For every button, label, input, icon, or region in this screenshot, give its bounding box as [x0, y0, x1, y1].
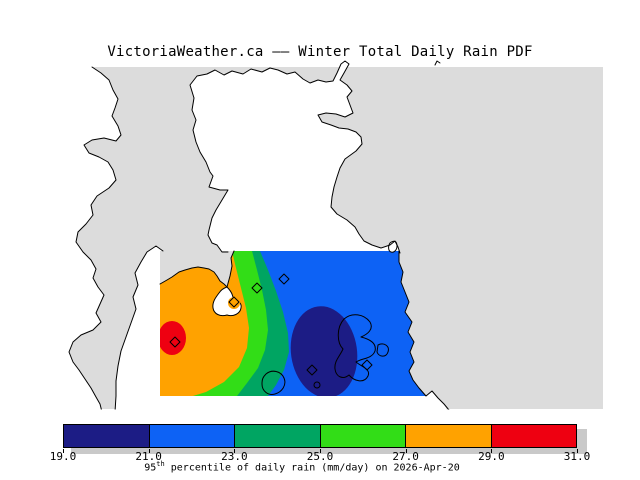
- peninsula-coastline: [189, 60, 401, 254]
- caption-text: percentile of daily rain (mm/day) on 202…: [164, 462, 460, 474]
- west-coastline: [68, 66, 122, 410]
- colorbar-caption: 95th percentile of daily rain (mm/day) o…: [0, 460, 604, 473]
- colorbar-segment: [64, 425, 150, 447]
- inlet-east-bank-coastline: [114, 245, 164, 410]
- station-diamond-marker: [251, 282, 263, 294]
- east-water-region: [399, 251, 450, 410]
- colorbar-tick: [577, 449, 578, 453]
- contour-fill-bands: [160, 251, 450, 396]
- station-diamond-marker: [228, 296, 240, 308]
- harbour-water-region: [160, 251, 234, 287]
- colorbar-tick-label: 25.0: [306, 450, 334, 463]
- coastline: [68, 60, 450, 412]
- caption-superscript: th: [156, 460, 165, 468]
- colorbar-tick-label: 31.0: [563, 450, 591, 463]
- station-diamond-marker: [169, 336, 181, 348]
- colorbar-tick-label: 29.0: [478, 450, 505, 463]
- east-coastline: [398, 250, 450, 410]
- contour-core-high-red: [160, 321, 186, 355]
- colorbar-tick-label: 19.0: [49, 450, 77, 463]
- station-markers: [169, 273, 373, 376]
- island-outline-tiny: [313, 381, 321, 389]
- island-outline-small-west: [261, 370, 286, 395]
- colorbar: [63, 424, 577, 448]
- station-diamond-marker: [306, 364, 318, 376]
- caption-value: 95: [144, 462, 157, 474]
- colorbar-segment: [406, 425, 492, 447]
- highlands-land-region: [115, 246, 163, 410]
- station-diamond-marker: [361, 359, 373, 371]
- peninsula-land-region: [190, 61, 400, 253]
- colorbar-tick: [405, 449, 407, 453]
- harbour-coastline: [159, 250, 235, 288]
- inlet-bottom-cap: [102, 410, 115, 412]
- colorbar-tick: [63, 449, 64, 453]
- colorbar-tick-label: 21.0: [135, 450, 162, 463]
- colorbar-segment: [235, 425, 321, 447]
- colorbar-tick: [320, 449, 321, 453]
- islet-mark: [434, 60, 441, 66]
- colorbar-segment: [149, 425, 235, 447]
- contour-core-low-navy: [290, 306, 358, 396]
- colorbar-tick: [148, 449, 150, 453]
- colorbar-tick-label: 27.0: [392, 450, 419, 463]
- colorbar-tick: [491, 449, 493, 453]
- south-water-region: [128, 391, 448, 410]
- colorbar-tick: [234, 449, 236, 453]
- west-land-region: [59, 57, 121, 410]
- colorbar-segment: [320, 425, 406, 447]
- page-title: VictoriaWeather.ca —— Winter Total Daily…: [107, 44, 533, 60]
- colorbar-tick-label: 23.0: [221, 450, 248, 463]
- station-diamond-marker: [278, 273, 290, 285]
- colorbar-segment: [491, 425, 576, 447]
- island-outline-small-east: [376, 343, 389, 357]
